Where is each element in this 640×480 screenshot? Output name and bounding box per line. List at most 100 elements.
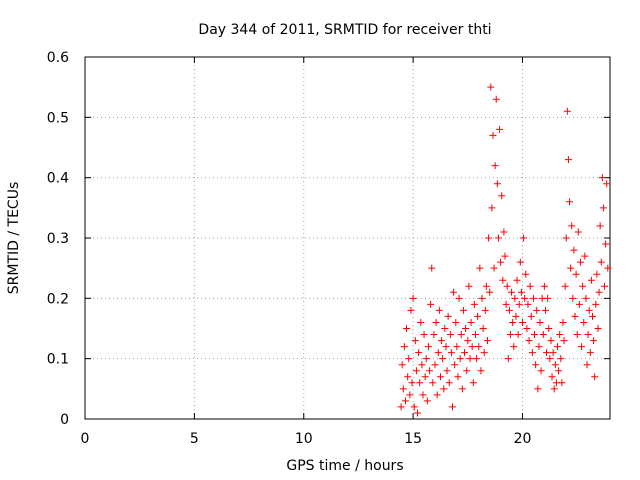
data-point <box>551 361 559 369</box>
data-point <box>514 331 522 339</box>
data-point <box>585 306 593 314</box>
data-point <box>457 331 465 339</box>
data-point <box>450 288 458 296</box>
data-point <box>474 312 482 320</box>
data-point <box>557 355 565 363</box>
data-point <box>548 373 556 381</box>
data-point <box>432 318 440 326</box>
data-point <box>423 397 431 405</box>
data-point <box>513 276 521 284</box>
data-point <box>443 367 451 375</box>
data-point <box>523 325 531 332</box>
data-point <box>429 379 437 387</box>
x-tick-label: 10 <box>295 431 313 447</box>
data-point <box>444 312 452 320</box>
data-point <box>546 355 554 363</box>
data-point <box>454 373 462 381</box>
data-point <box>596 222 604 230</box>
data-point <box>414 409 421 417</box>
data-point <box>481 306 489 314</box>
data-point <box>550 385 558 393</box>
data-point <box>584 331 592 339</box>
data-point <box>599 204 607 212</box>
data-point <box>578 343 586 351</box>
data-point <box>592 300 600 308</box>
data-point <box>554 343 561 351</box>
y-tick-label: 0 <box>60 412 69 428</box>
data-point <box>496 125 504 133</box>
y-tick-label: 0.6 <box>47 50 69 66</box>
data-point <box>526 282 534 290</box>
data-point <box>426 367 434 375</box>
data-point <box>489 131 497 139</box>
data-point <box>502 300 510 308</box>
data-point <box>491 162 499 170</box>
data-point <box>604 264 612 272</box>
y-tick-label: 0.4 <box>47 171 69 187</box>
data-point <box>582 294 590 302</box>
data-point <box>451 361 459 369</box>
data-point <box>412 367 420 375</box>
data-point <box>505 306 513 314</box>
data-point <box>591 373 599 381</box>
data-point <box>424 343 432 351</box>
data-point <box>500 228 508 236</box>
data-point <box>408 379 416 387</box>
data-point <box>465 282 473 290</box>
data-point <box>456 355 464 363</box>
y-axis-label: SRMTID / TECUs <box>6 182 22 295</box>
data-point <box>562 234 570 242</box>
data-point <box>510 343 518 351</box>
data-point <box>580 318 588 326</box>
x-axis-label: GPS time / hours <box>286 458 403 474</box>
data-point <box>587 276 595 284</box>
data-point <box>566 198 574 206</box>
data-point <box>543 349 551 357</box>
data-point <box>476 264 484 272</box>
data-point <box>435 306 443 314</box>
chart-title: Day 344 of 2011, SRMTID for receiver tht… <box>198 22 491 38</box>
data-point <box>509 318 517 326</box>
data-point <box>568 222 576 230</box>
data-point <box>556 331 564 339</box>
data-point <box>549 349 557 357</box>
data-point <box>468 343 476 351</box>
data-point <box>506 331 514 339</box>
data-point <box>529 294 537 302</box>
data-point <box>438 337 446 345</box>
data-point <box>440 385 448 393</box>
data-point <box>431 361 439 369</box>
data-point <box>411 337 419 345</box>
data-point <box>484 337 491 345</box>
data-point <box>466 355 474 363</box>
data-point <box>522 270 530 278</box>
data-point <box>479 325 487 332</box>
data-point <box>422 355 430 363</box>
data-point <box>461 349 469 357</box>
data-point <box>576 258 584 266</box>
data-point <box>446 331 454 339</box>
data-point <box>560 337 568 345</box>
data-point <box>540 282 548 290</box>
data-point <box>404 373 412 381</box>
data-point <box>535 343 543 351</box>
data-point <box>531 331 539 339</box>
data-point <box>487 83 495 91</box>
data-point <box>499 276 507 284</box>
data-point <box>508 288 516 296</box>
data-point <box>547 337 555 345</box>
data-point <box>594 325 602 332</box>
data-point <box>583 361 591 369</box>
data-point <box>401 397 409 405</box>
data-point <box>400 343 408 351</box>
data-point <box>449 403 456 411</box>
data-point <box>520 234 528 242</box>
data-point <box>563 107 571 115</box>
data-point <box>589 312 596 320</box>
data-point <box>525 337 533 345</box>
data-point <box>419 391 427 399</box>
x-tick-label: 15 <box>404 431 422 447</box>
data-point <box>537 367 545 375</box>
data-point <box>439 355 447 363</box>
